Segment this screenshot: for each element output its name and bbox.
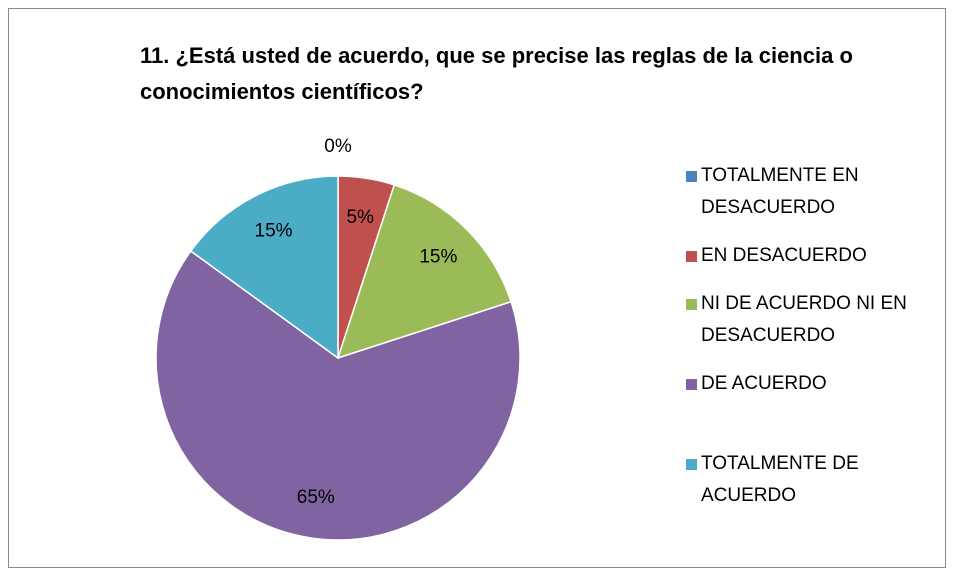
legend-item: TOTALMENTE EN DESACUERDO bbox=[686, 160, 936, 224]
slice-label: 65% bbox=[297, 487, 335, 508]
pie-slice bbox=[155, 249, 521, 541]
legend-swatch bbox=[686, 299, 697, 310]
legend-item: NI DE ACUERDO NI EN DESACUERDO bbox=[686, 288, 936, 352]
legend-label: DE ACUERDO bbox=[701, 373, 827, 394]
legend-label: EN DESACUERDO bbox=[701, 245, 867, 266]
legend-label: NI DE ACUERDO NI EN DESACUERDO bbox=[701, 293, 907, 346]
pie-slice bbox=[336, 183, 513, 360]
slice-label: 0% bbox=[324, 136, 352, 157]
legend-label: TOTALMENTE DE ACUERDO bbox=[701, 453, 859, 506]
slice-label: 5% bbox=[346, 207, 374, 228]
legend-label: TOTALMENTE EN DESACUERDO bbox=[701, 165, 859, 218]
legend-swatch bbox=[686, 251, 697, 262]
legend-item: DE ACUERDO bbox=[686, 368, 936, 400]
slice-label: 15% bbox=[255, 221, 293, 242]
legend-swatch bbox=[686, 459, 697, 470]
chart-title: 11. ¿Está usted de acuerdo, que se preci… bbox=[140, 43, 853, 104]
legend-swatch bbox=[686, 379, 697, 390]
pie-slice bbox=[189, 175, 339, 360]
legend-item: TOTALMENTE DE ACUERDO bbox=[686, 448, 936, 512]
legend-swatch bbox=[686, 171, 697, 182]
chart-frame bbox=[8, 8, 946, 568]
slice-label: 15% bbox=[419, 247, 457, 268]
legend-item: EN DESACUERDO bbox=[686, 240, 936, 272]
